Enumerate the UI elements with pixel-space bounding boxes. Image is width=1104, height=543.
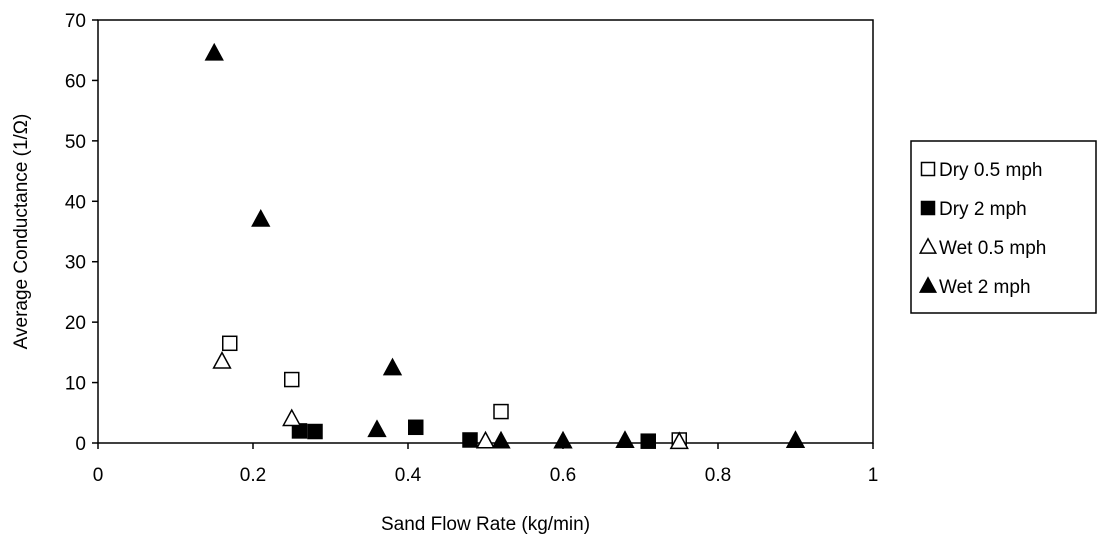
data-point [204,42,224,61]
y-tick-label: 40 [65,192,86,213]
legend: Dry 0.5 mph Dry 2 mph Wet 0.5 mph Wet 2 mph [918,160,1046,298]
data-point [640,433,656,449]
data-point [462,432,478,448]
data-point [785,430,806,448]
y-tick-label: 60 [65,71,86,92]
y-tick-label: 50 [65,132,86,153]
y-tick-label: 10 [65,374,86,395]
data-point [382,357,403,376]
x-tick-label: 1 [868,465,879,486]
x-tick-label: 0.2 [240,465,266,486]
legend-label: Dry 2 mph [939,199,1027,220]
data-point [282,408,302,427]
data-point [493,403,509,420]
data-point [367,419,387,438]
x-tick-label: 0.6 [550,465,576,486]
data-point [212,351,232,369]
y-tick-label: 20 [65,313,86,334]
legend-marker [918,276,938,293]
legend-box [910,140,1097,314]
data-point [475,430,496,449]
legend-marker [920,161,936,177]
x-axis-title: Sand Flow Rate (kg/min) [381,514,590,535]
data-point [615,430,635,448]
legend-label: Wet 0.5 mph [939,238,1046,259]
x-tick-label: 0.8 [705,465,731,486]
data-point [491,430,511,449]
data-point [284,371,300,388]
data-point [408,419,424,436]
legend-marker [920,200,936,216]
y-tick-label: 30 [65,253,86,274]
data-point [307,423,323,440]
data-point [669,431,689,450]
axis-ticks: 0 10 20 30 40 50 60 70 0 0.2 0.4 0.6 0.8 1 [65,11,878,486]
plot-area-frame [97,19,874,444]
y-axis-title: Average Conductance (1/Ω) [11,114,32,350]
x-tick-label: 0 [93,465,104,486]
legend-label: Wet 2 mph [939,277,1031,298]
legend-label: Dry 0.5 mph [939,160,1042,181]
y-tick-label: 0 [75,434,86,455]
x-tick-label: 0.4 [395,465,422,486]
y-tick-label: 70 [65,11,86,32]
data-point [222,335,238,352]
data-point [553,430,573,449]
data-points [204,42,806,450]
legend-marker [918,237,938,254]
data-point [251,209,271,227]
